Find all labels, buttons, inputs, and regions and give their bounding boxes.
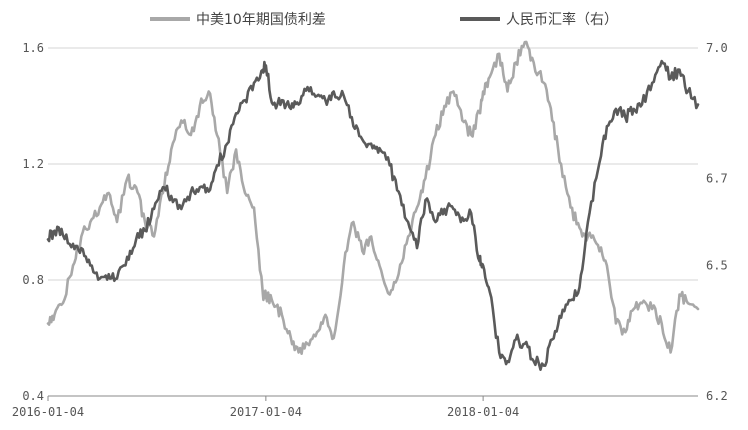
y-left-tick-label: 1.6 — [22, 41, 44, 55]
y-left-tick-label: 1.2 — [22, 157, 44, 171]
x-tick-label: 2018-01-04 — [447, 405, 519, 419]
tick-layer: 0.4 0.8 1.2 1.6 6.2 6.5 6.7 7.0 2016-01-04 2017-0… — [12, 41, 728, 419]
grid — [48, 47, 698, 281]
series-line-fx — [46, 59, 700, 371]
y-right-tick-label: 6.2 — [706, 389, 728, 403]
series-layer — [46, 40, 700, 371]
y-left-tick-label: 0.4 — [22, 389, 44, 403]
x-tick-label: 2016-01-04 — [12, 405, 84, 419]
y-left-tick-label: 0.8 — [22, 273, 44, 287]
series-line-spread — [46, 40, 700, 355]
y-right-tick-label: 7.0 — [706, 41, 728, 55]
legend: 中美10年期国债利差 人民币汇率（右） — [150, 11, 618, 28]
legend-label-spread: 中美10年期国债利差 — [196, 12, 326, 28]
legend-label-fx: 人民币汇率（右） — [506, 11, 618, 28]
y-right-tick-label: 6.7 — [706, 172, 728, 186]
y-right-tick-label: 6.5 — [706, 259, 728, 273]
x-tick-label: 2017-01-04 — [230, 405, 302, 419]
